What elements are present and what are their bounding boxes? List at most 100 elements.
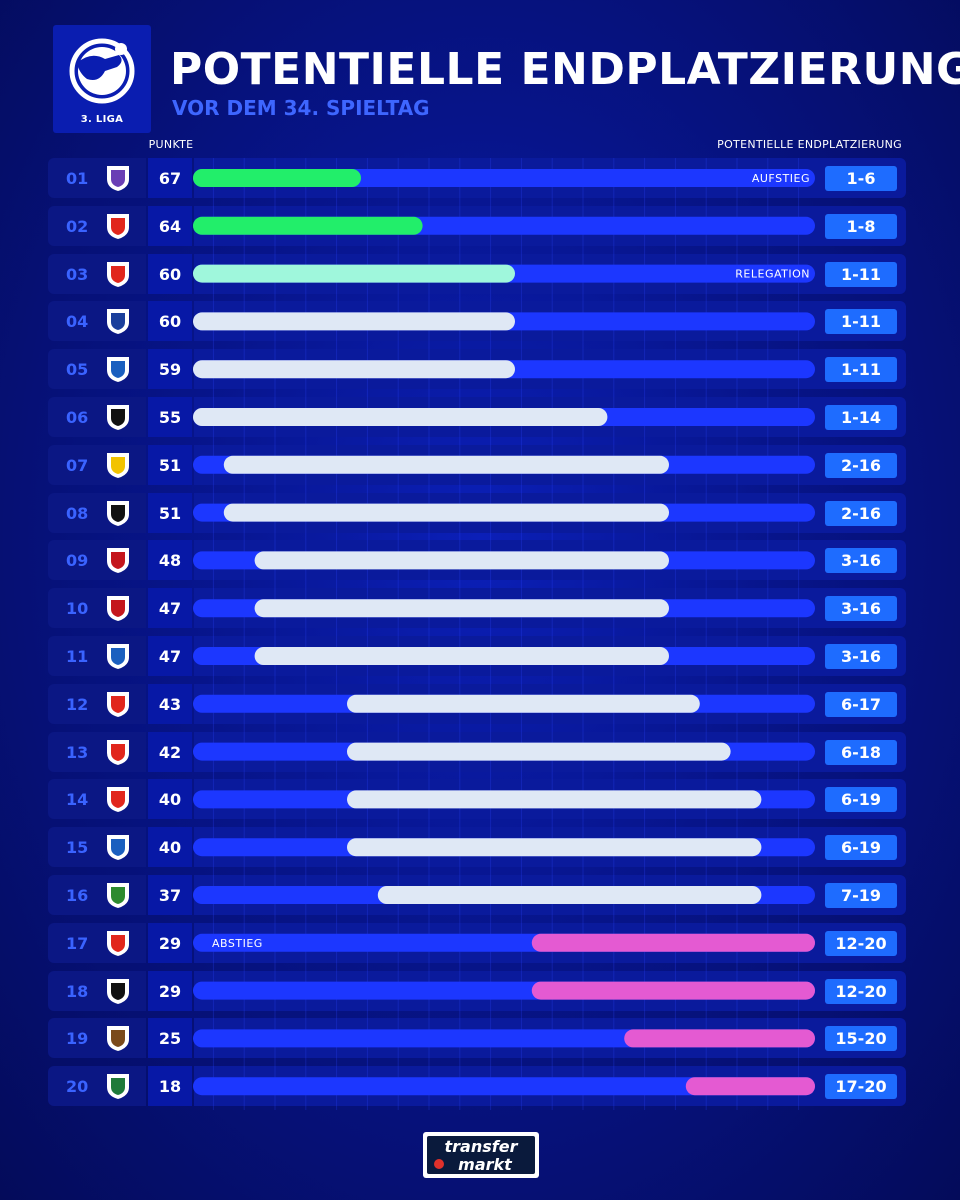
rank-label: 15	[66, 838, 89, 858]
range-cell: 7-19	[818, 875, 906, 915]
rank-label: 09	[66, 551, 89, 571]
rank-cell: 18	[48, 970, 146, 1011]
points-cell: 55	[148, 397, 192, 437]
range-cell: 6-19	[818, 827, 906, 868]
rank-label: 06	[66, 408, 89, 427]
range-cell: 3-16	[818, 540, 906, 581]
ssv-ulm-crest-icon	[107, 978, 129, 1004]
rank-cell: 12	[48, 683, 146, 724]
wehen-wiesbaden-crest-icon	[107, 548, 129, 574]
range-cell: 1-11	[818, 301, 906, 342]
rank-label: 10	[66, 599, 89, 619]
range-label: 3-16	[825, 596, 897, 622]
range-label: 15-20	[825, 1026, 897, 1052]
liga-logo-icon	[69, 38, 135, 104]
transfermarkt-logo: transfer markt	[423, 1132, 539, 1178]
page-title: POTENTIELLE ENDPLATZIERUNG	[170, 44, 960, 95]
points-value: 55	[158, 408, 182, 427]
range-cell: 6-19	[818, 779, 906, 820]
rank-label: 16	[66, 886, 89, 905]
hansa-rostock-crest-icon	[107, 357, 129, 383]
range-cell: 15-20	[818, 1018, 906, 1059]
range-cell: 12-20	[818, 922, 906, 963]
range-cell: 3-16	[818, 588, 906, 629]
logo-line-1: transfer	[445, 1137, 519, 1156]
range-label: 6-18	[825, 739, 897, 765]
range-label: 2-16	[825, 500, 897, 526]
rank-label: 18	[66, 981, 89, 1001]
points-cell: 48	[148, 540, 192, 581]
range-cell: 1-6	[818, 158, 906, 198]
range-cell: 12-20	[818, 970, 906, 1011]
rank-cell: 06	[48, 397, 146, 437]
range-cell: 1-8	[818, 205, 906, 246]
rank-label: 02	[66, 216, 89, 236]
range-cell: 6-17	[818, 683, 906, 724]
points-cell: 18	[148, 1066, 192, 1107]
points-cell: 51	[148, 492, 192, 533]
range-label: 17-20	[825, 1074, 897, 1100]
range-label: 3-16	[825, 548, 897, 574]
range-label: 12-20	[825, 930, 897, 956]
rank-label: 14	[66, 790, 89, 810]
points-value: 59	[158, 360, 182, 380]
points-cell: 29	[148, 922, 192, 963]
vfl-osnabrueck-crest-icon	[107, 166, 129, 191]
range-label: 1-11	[825, 261, 897, 287]
erzgebirge-aue-crest-icon	[107, 1026, 129, 1052]
points-cell: 40	[148, 779, 192, 820]
rank-cell: 03	[48, 253, 146, 294]
rank-cell: 07	[48, 444, 146, 485]
points-value: 18	[158, 1077, 182, 1097]
points-cell: 47	[148, 588, 192, 629]
points-value: 64	[158, 216, 182, 236]
viktoria-koeln-crest-icon	[107, 596, 129, 622]
energie-cottbus-crest-icon	[107, 261, 129, 287]
rank-label: 11	[66, 647, 89, 666]
range-column-header: POTENTIELLE ENDPLATZIERUNG	[717, 138, 902, 151]
saarbruecken-crest-icon	[107, 883, 129, 908]
rank-cell: 13	[48, 731, 146, 772]
rank-cell: 01	[48, 158, 146, 198]
range-label: 1-11	[825, 357, 897, 383]
rank-label: 17	[66, 933, 89, 953]
range-cell: 2-16	[818, 492, 906, 533]
range-label: 1-14	[825, 405, 897, 430]
points-value: 40	[158, 790, 182, 810]
rank-cell: 16	[48, 875, 146, 915]
points-cell: 59	[148, 349, 192, 390]
fc-ingolstadt-crest-icon	[107, 787, 129, 813]
vfb-stuttgart-ii-crest-icon	[107, 739, 129, 765]
range-label: 3-16	[825, 644, 897, 669]
points-value: 60	[158, 264, 182, 284]
tsv-1860-crest-icon	[107, 500, 129, 526]
points-value: 47	[158, 647, 182, 666]
points-cell: 64	[148, 205, 192, 246]
range-cell: 1-11	[818, 349, 906, 390]
range-cell: 17-20	[818, 1066, 906, 1107]
sc-verl-crest-icon	[107, 405, 129, 430]
points-cell: 37	[148, 875, 192, 915]
rank-cell: 04	[48, 301, 146, 342]
points-value: 51	[158, 455, 182, 475]
zone-label-promotion: AUFSTIEG	[752, 172, 810, 185]
page-subtitle: VOR DEM 34. SPIELTAG	[172, 96, 430, 120]
range-label: 1-8	[825, 213, 897, 239]
zone-label-relegated: ABSTIEG	[212, 937, 263, 950]
points-value: 48	[158, 551, 182, 571]
rank-cell: 09	[48, 540, 146, 581]
points-cell: 60	[148, 301, 192, 342]
range-label: 6-19	[825, 835, 897, 861]
rot-weiss-essen-crest-icon	[107, 213, 129, 239]
rank-label: 12	[66, 694, 89, 714]
rank-label: 07	[66, 455, 89, 475]
points-cell: 47	[148, 636, 192, 676]
zone-label-relegation: RELEGATION	[735, 268, 810, 281]
range-cell: 2-16	[818, 444, 906, 485]
logo-line-2: markt	[458, 1155, 513, 1174]
league-label: 3. LIGA	[80, 114, 124, 125]
range-cell: 3-16	[818, 636, 906, 676]
rank-cell: 14	[48, 779, 146, 820]
points-value: 40	[158, 838, 182, 858]
league-logo: 3. LIGA	[53, 25, 151, 133]
